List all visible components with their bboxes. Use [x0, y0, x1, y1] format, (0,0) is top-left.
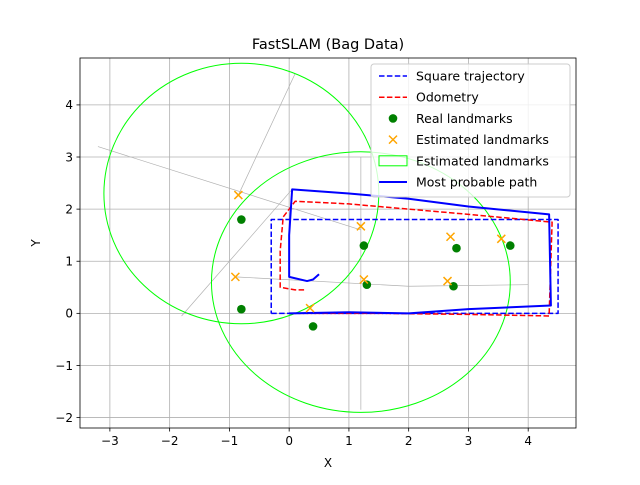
legend-label: Odometry	[416, 90, 479, 105]
real-landmark-point	[237, 215, 246, 224]
rays	[97, 73, 529, 410]
real-landmark-point	[308, 322, 318, 331]
most-probable-path-line	[288, 188, 552, 315]
real-landmark-point	[362, 280, 372, 289]
y-tick-label: −1	[55, 359, 73, 373]
legend-x-handle	[388, 135, 398, 145]
x-tick-label: 4	[524, 434, 532, 448]
legend-circle-handle	[388, 114, 398, 123]
y-tick-label: −2	[55, 411, 73, 425]
x-tick-label: 1	[345, 434, 353, 448]
chart-title: FastSLAM (Bag Data)	[252, 37, 404, 53]
landmark-ray	[97, 146, 361, 231]
x-axis-title: X	[324, 456, 332, 470]
legend-label: Square trajectory	[416, 69, 525, 84]
x-tick-label: −2	[161, 434, 179, 448]
landmark-ray	[408, 284, 529, 287]
legend-label: Most probable path	[416, 175, 537, 190]
ticks: −3 −2 −1 0 1 2 3 4 −2 −1 0 1 2 3 4	[55, 98, 532, 448]
legend-ellipse-handle	[378, 155, 408, 167]
x-tick-label: 2	[405, 434, 413, 448]
plot-frame	[79, 57, 577, 429]
landmark-ray	[181, 189, 293, 317]
estimated-landmark-point	[305, 303, 315, 313]
square-trajectory-line	[270, 218, 559, 315]
lines	[270, 188, 559, 317]
x-tick-label: 0	[285, 434, 293, 448]
legend-label: Estimated landmarks	[416, 153, 549, 168]
real-landmark-point	[505, 241, 515, 250]
estimated-landmark-point	[445, 232, 456, 242]
real-landmark-point	[237, 304, 246, 314]
legend: Square trajectory Odometry Real landmarks E…	[370, 63, 571, 198]
estimated-landmark-point	[442, 276, 453, 286]
landmark-ray	[238, 73, 296, 196]
markers	[230, 190, 515, 331]
legend-label: Real landmarks	[416, 111, 513, 126]
odometry-line	[279, 200, 553, 317]
estimated-landmark-point	[233, 190, 243, 200]
landmark-ellipse	[210, 151, 511, 413]
estimated-landmark-point	[496, 234, 506, 244]
legend-box	[370, 63, 571, 198]
y-tick-label: 4	[65, 98, 73, 112]
real-landmark-point	[452, 243, 461, 253]
y-tick-label: 3	[65, 150, 73, 164]
real-landmark-point	[359, 241, 369, 250]
estimated-landmark-point	[230, 272, 240, 282]
x-tick-label: 3	[465, 434, 473, 448]
landmark-ray	[235, 276, 409, 287]
y-tick-label: 2	[65, 202, 73, 216]
x-tick-label: −1	[221, 434, 239, 448]
y-tick-label: 0	[65, 307, 73, 321]
legend-label: Estimated landmarks	[416, 132, 549, 147]
y-axis-title: Y	[29, 239, 43, 248]
estimated-landmark-point	[356, 221, 366, 231]
y-tick-label: 1	[65, 255, 73, 269]
estimated-landmark-point	[359, 274, 369, 285]
x-tick-label: −3	[101, 434, 119, 448]
